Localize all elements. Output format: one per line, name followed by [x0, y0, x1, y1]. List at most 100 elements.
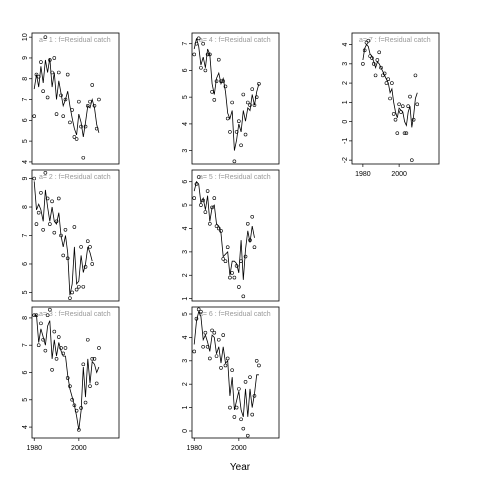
data-point	[45, 196, 50, 201]
x-tick-label: 2000	[71, 445, 87, 452]
data-point	[225, 116, 230, 121]
data-point	[54, 357, 59, 361]
data-point	[88, 245, 92, 249]
data-point	[219, 229, 223, 233]
y-tick-label: 3	[182, 359, 189, 363]
data-point	[239, 259, 243, 264]
data-point	[201, 344, 205, 349]
data-point	[79, 406, 83, 410]
data-point	[252, 394, 257, 398]
data-point	[65, 376, 70, 380]
data-point	[48, 307, 52, 312]
data-point	[68, 296, 72, 300]
data-point	[43, 348, 48, 353]
data-point	[63, 228, 68, 232]
data-point	[221, 257, 226, 261]
y-tick-label: 5	[22, 139, 29, 143]
data-point	[90, 357, 95, 361]
panel-title: a= 1 : f=Residual catch	[39, 37, 111, 44]
data-point	[230, 368, 234, 372]
y-tick-label: 5	[22, 290, 29, 294]
data-point	[199, 65, 203, 70]
data-point	[85, 337, 90, 342]
data-point	[77, 284, 81, 289]
data-point	[210, 90, 214, 94]
data-point	[212, 196, 217, 200]
y-tick-label: 0	[182, 429, 189, 433]
data-point	[225, 356, 230, 361]
data-point	[50, 199, 54, 204]
data-point	[239, 143, 243, 148]
data-point	[216, 337, 221, 342]
data-point	[210, 328, 214, 333]
data-point	[228, 130, 232, 134]
data-point	[223, 259, 228, 264]
data-point	[83, 400, 88, 405]
data-point	[395, 131, 400, 135]
data-point	[70, 108, 74, 112]
data-point	[250, 412, 255, 417]
data-point	[214, 224, 219, 228]
panel-title: a= 4 : f=Residual catch	[199, 37, 271, 44]
x-tick-label: 2000	[231, 445, 247, 452]
data-point	[83, 265, 88, 269]
data-point	[214, 354, 219, 358]
data-point	[234, 130, 239, 134]
y-tick-label: 3	[182, 149, 189, 153]
y-tick-label: 1	[182, 297, 189, 301]
panel-2: a= 4 : f=Residual catch 3 4 5 6 7	[182, 32, 280, 165]
y-tick-label: -2	[342, 157, 349, 163]
data-point	[219, 366, 223, 370]
data-point	[221, 79, 226, 83]
x-axis-label: Year	[230, 462, 251, 473]
y-tick-label: 2	[182, 382, 189, 386]
y-tick-label: 7	[22, 343, 29, 347]
data-point	[41, 337, 45, 342]
panel-6: a= 3 : f=Residual catch 4 5 6 7 8 1980 2000	[22, 306, 120, 452]
data-point	[391, 112, 396, 116]
x-tick-label: 1980	[355, 171, 371, 178]
data-point	[228, 275, 232, 280]
data-point	[241, 426, 246, 431]
y-tick-label: 9	[22, 176, 29, 180]
data-point	[382, 71, 387, 76]
data-point	[216, 226, 221, 231]
panel-3: a= 7 : f=Residual catch -2 -1 0 1 2 3 4 1980 2000	[342, 32, 440, 178]
data-point	[192, 196, 197, 200]
data-point	[232, 159, 237, 164]
data-point	[36, 343, 41, 348]
panel-1: a= 1 : f=Residual catch 4 5 6 7 8 9 10	[22, 32, 120, 165]
data-point	[205, 344, 210, 349]
y-tick-label: 4	[182, 226, 189, 230]
y-tick-label: -1	[342, 138, 349, 144]
data-point	[45, 313, 50, 317]
panel-frame	[191, 306, 280, 439]
panel-frame	[191, 32, 280, 165]
data-point	[77, 428, 81, 432]
panel-frame	[351, 32, 440, 165]
data-point	[92, 103, 97, 108]
data-point	[208, 52, 212, 57]
data-point	[196, 175, 201, 179]
data-point	[48, 58, 52, 62]
data-point	[210, 205, 214, 210]
fitted-line	[33, 181, 93, 296]
data-point	[50, 70, 54, 75]
y-tick-label: 4	[22, 160, 29, 164]
data-point	[390, 81, 394, 85]
data-point	[90, 262, 95, 266]
data-point	[34, 72, 39, 77]
data-point	[45, 95, 50, 100]
data-point	[41, 228, 45, 232]
data-point	[364, 40, 369, 45]
panel-7: a= 6 : f=Residual catch 0 1 2 3 4 5 1980 2000	[182, 306, 280, 452]
data-point	[248, 103, 252, 107]
data-point	[212, 330, 217, 335]
data-point	[386, 77, 391, 82]
data-point	[257, 363, 261, 368]
x-tick-label: 2000	[391, 171, 407, 178]
y-tick-label: 9	[22, 56, 29, 60]
data-point	[34, 222, 39, 226]
data-point	[59, 93, 63, 98]
